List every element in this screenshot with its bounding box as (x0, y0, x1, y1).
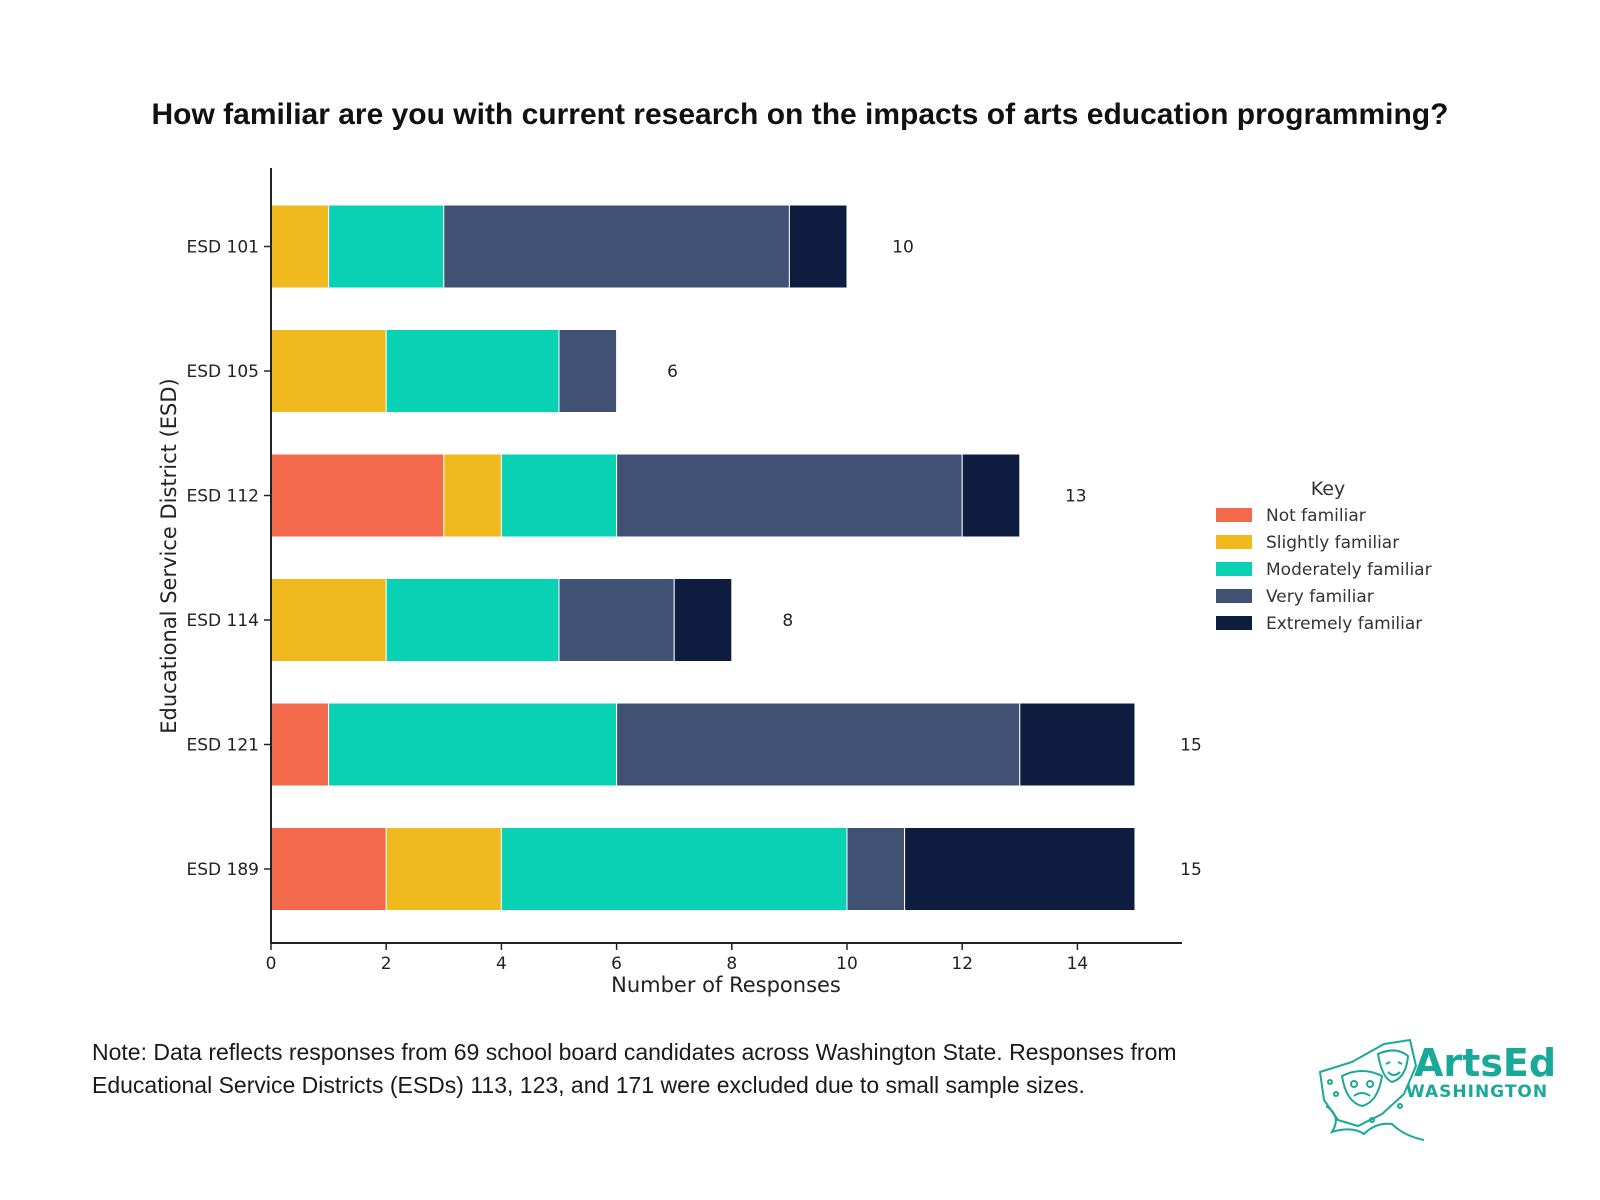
y-tick-label-esd-189: ESD 189 (187, 860, 259, 880)
legend-label-slightly-familiar: Slightly familiar (1266, 533, 1399, 553)
x-tick-label-8: 8 (726, 954, 737, 974)
total-label-esd-105: 6 (667, 362, 678, 382)
theater-masks-icon (1318, 1038, 1425, 1141)
logo-artsed-text: ArtsEd (1414, 1041, 1556, 1085)
x-tick-label-0: 0 (266, 954, 277, 974)
bar-esd-121-very-familiar (616, 702, 1021, 787)
legend-swatch-not-familiar (1216, 508, 1252, 522)
x-tick-label-2: 2 (381, 954, 392, 974)
total-label-esd-112: 13 (1065, 487, 1087, 507)
y-tick-label-esd-114: ESD 114 (187, 611, 259, 631)
artsed-washington-logo: ArtsEd WASHINGTON (1318, 1038, 1556, 1141)
y-tick-label-esd-112: ESD 112 (187, 487, 259, 507)
bar-esd-189-slightly-familiar (385, 827, 502, 911)
bar-esd-105-slightly-familiar (270, 329, 387, 413)
legend-title: Key (1311, 478, 1345, 500)
footnote: Note: Data reflects responses from 69 sc… (92, 1036, 1272, 1102)
x-tick-label-10: 10 (836, 954, 858, 974)
bars-group (270, 204, 1136, 911)
totals-group: 10 6 13 8 15 15 (667, 238, 1202, 881)
bar-esd-121-moderately-familiar (328, 702, 618, 787)
bar-esd-189-moderately-familiar (500, 827, 848, 911)
bar-esd-114-very-familiar (558, 578, 675, 662)
legend-swatch-extremely-familiar (1216, 616, 1252, 630)
bar-esd-101-slightly-familiar (270, 204, 330, 289)
bar-esd-105-moderately-familiar (385, 329, 560, 413)
total-label-esd-189: 15 (1180, 860, 1202, 880)
legend-label-very-familiar: Very familiar (1266, 587, 1374, 607)
x-axis-ticks: 0 2 4 6 8 10 12 14 (266, 943, 1089, 974)
bar-esd-101-very-familiar (443, 204, 790, 289)
y-axis-ticks: ESD 101 ESD 105 ESD 112 ESD 114 ESD 121 ESD 1… (187, 238, 271, 880)
legend-swatch-very-familiar (1216, 589, 1252, 603)
y-tick-label-esd-121: ESD 121 (187, 736, 259, 756)
x-tick-label-12: 12 (951, 954, 973, 974)
bar-esd-189-extremely-familiar (904, 827, 1136, 911)
total-label-esd-121: 15 (1180, 736, 1202, 756)
bar-esd-112-moderately-familiar (500, 453, 618, 538)
bar-esd-114-slightly-familiar (270, 578, 387, 662)
bar-esd-105-very-familiar (558, 329, 618, 413)
bar-esd-114-extremely-familiar (673, 578, 733, 662)
bar-esd-189-very-familiar (846, 827, 906, 911)
footnote-line-2: Educational Service Districts (ESDs) 113… (92, 1072, 1085, 1098)
legend-swatch-moderately-familiar (1216, 562, 1252, 576)
legend-label-extremely-familiar: Extremely familiar (1266, 614, 1422, 634)
bar-esd-112-slightly-familiar (443, 453, 502, 538)
bar-esd-112-very-familiar (616, 453, 963, 538)
bar-esd-121-extremely-familiar (1019, 702, 1136, 787)
legend-swatch-slightly-familiar (1216, 535, 1252, 549)
x-tick-label-14: 14 (1067, 954, 1089, 974)
legend: Key Not familiar Slightly familiar Moderat… (1216, 478, 1432, 634)
bar-esd-114-moderately-familiar (385, 578, 560, 662)
x-tick-label-4: 4 (496, 954, 507, 974)
bar-esd-101-extremely-familiar (788, 204, 848, 289)
logo-washington-text: WASHINGTON (1406, 1082, 1548, 1102)
chart-title: How familiar are you with current resear… (151, 98, 1449, 131)
legend-label-not-familiar: Not familiar (1266, 506, 1366, 526)
x-axis-label: Number of Responses (611, 973, 841, 997)
y-axis-label: Educational Service District (ESD) (157, 378, 181, 733)
x-tick-label-6: 6 (611, 954, 622, 974)
y-tick-label-esd-105: ESD 105 (187, 362, 259, 382)
bar-esd-112-not-familiar (270, 453, 445, 538)
bar-esd-112-extremely-familiar (961, 453, 1021, 538)
y-tick-label-esd-101: ESD 101 (187, 238, 259, 258)
total-label-esd-114: 8 (782, 611, 793, 631)
bar-esd-121-not-familiar (270, 702, 330, 787)
legend-label-moderately-familiar: Moderately familiar (1266, 560, 1432, 580)
footnote-line-1: Note: Data reflects responses from 69 sc… (92, 1039, 1177, 1065)
total-label-esd-101: 10 (892, 238, 914, 258)
bar-esd-101-moderately-familiar (328, 204, 445, 289)
bar-esd-189-not-familiar (270, 827, 387, 911)
